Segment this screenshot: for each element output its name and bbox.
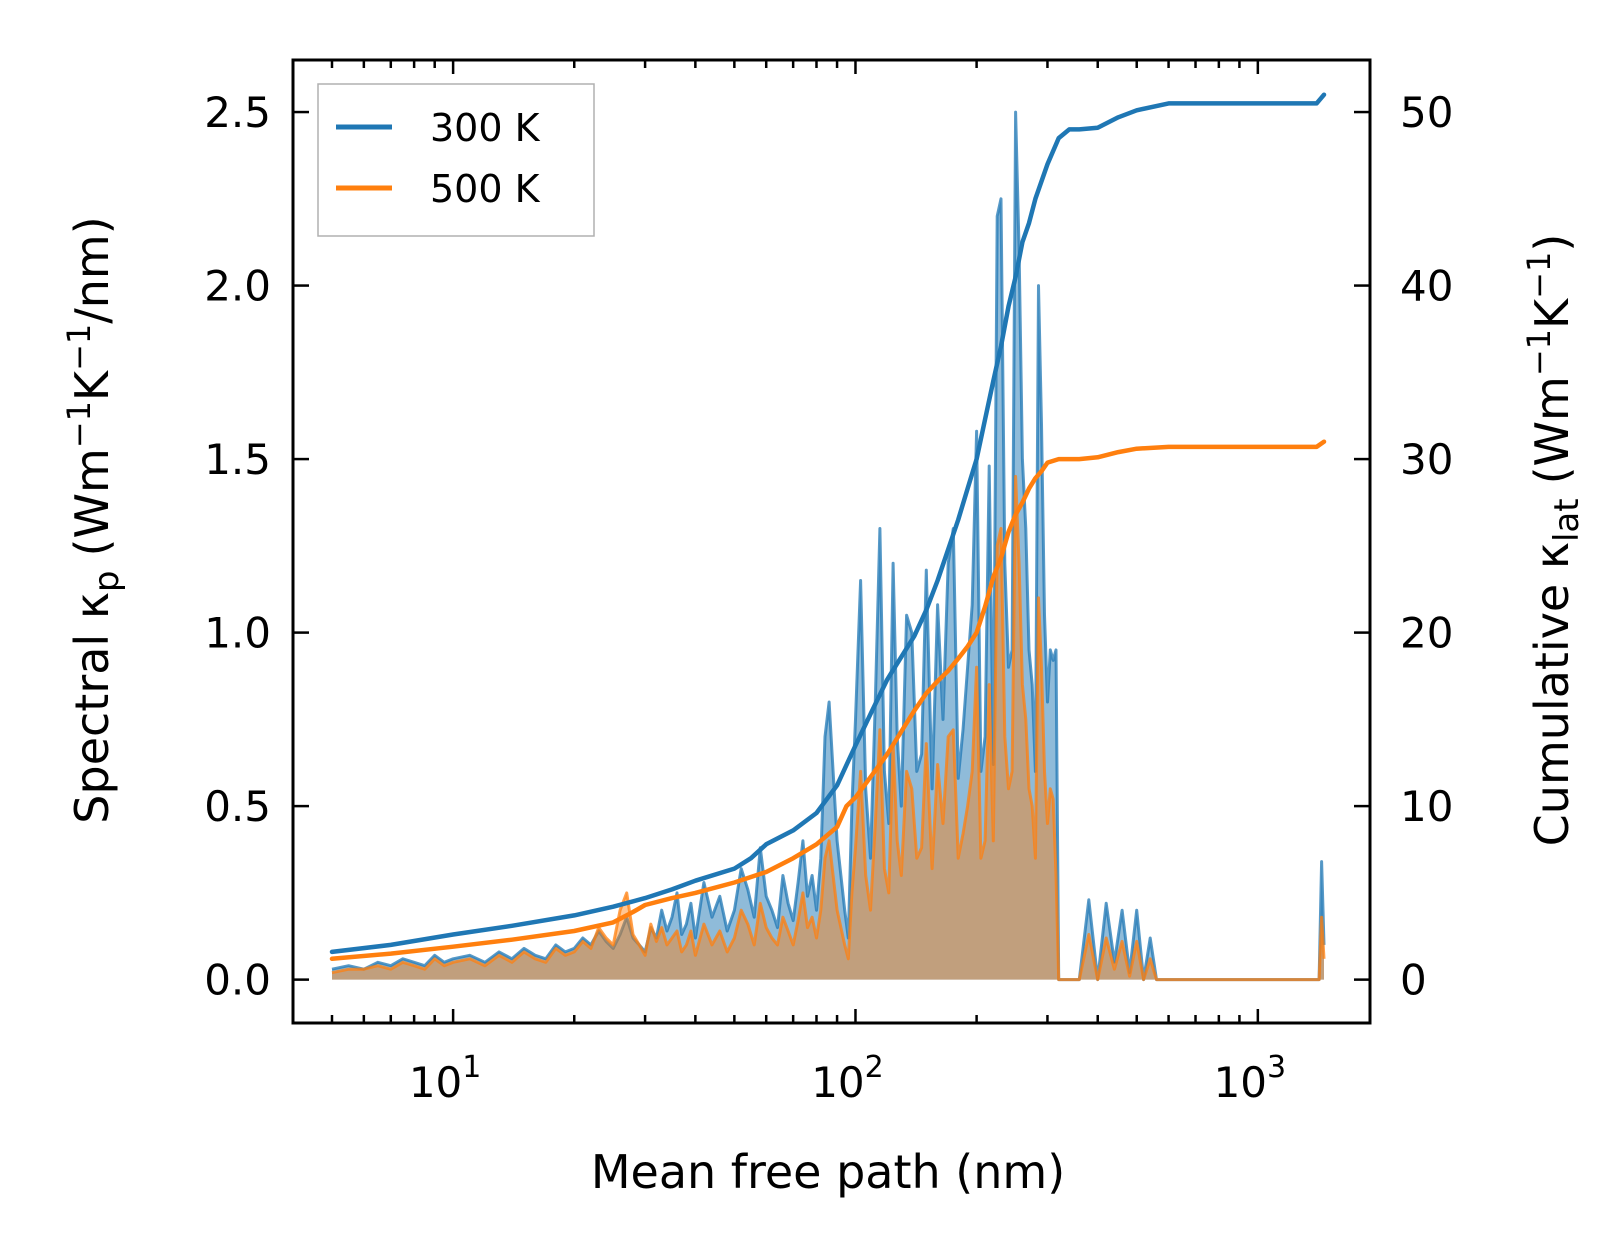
spectral-line-500k	[331, 474, 1326, 982]
legend-frame	[317, 83, 595, 237]
y-axis-title-left: Spectral κp(Wm−1K−1/nm)	[60, 216, 127, 823]
y-left-tick-label: 0.5	[204, 782, 271, 831]
y-left-tick-label: 1.5	[204, 435, 271, 484]
axes: 101 102 103 0.0 0.5 1.0 1.5 2.0 2.5 0 10 20 30 40 50	[204, 58, 1453, 1107]
cumulative-line-500k	[329, 439, 1327, 962]
plot-area	[329, 92, 1327, 982]
cumulative-line-300k	[329, 92, 1327, 955]
y-right-tick-label: 30	[1400, 435, 1453, 484]
y-left-tick-label: 1.0	[204, 609, 271, 658]
spectral-area-500k	[332, 476, 1324, 980]
x-tick-label: 102	[811, 1050, 884, 1107]
y-right-tick-label: 0	[1400, 956, 1427, 1005]
legend: 300 K 500 K	[317, 83, 595, 237]
y-right-tick-label: 40	[1400, 262, 1453, 311]
y-right-tick-label: 10	[1400, 782, 1453, 831]
y-axis-title-right: Cumulative κlat(Wm−1K−1)	[1520, 234, 1587, 847]
legend-label-300k: 300 K	[430, 106, 541, 150]
y-right-tick-label: 20	[1400, 609, 1453, 658]
axes-frame	[291, 58, 1372, 1025]
x-tick-label: 101	[409, 1050, 482, 1107]
y-right-tick-label: 50	[1400, 88, 1453, 137]
legend-label-500k: 500 K	[430, 167, 541, 211]
x-tick-label: 103	[1214, 1050, 1287, 1107]
spectral-area-300k	[332, 112, 1324, 980]
y-left-tick-label: 0.0	[204, 956, 271, 1005]
y-left-tick-label: 2.0	[204, 262, 271, 311]
y-left-tick-label: 2.5	[204, 88, 271, 137]
x-axis-title: Mean free path (nm)	[591, 1145, 1065, 1199]
